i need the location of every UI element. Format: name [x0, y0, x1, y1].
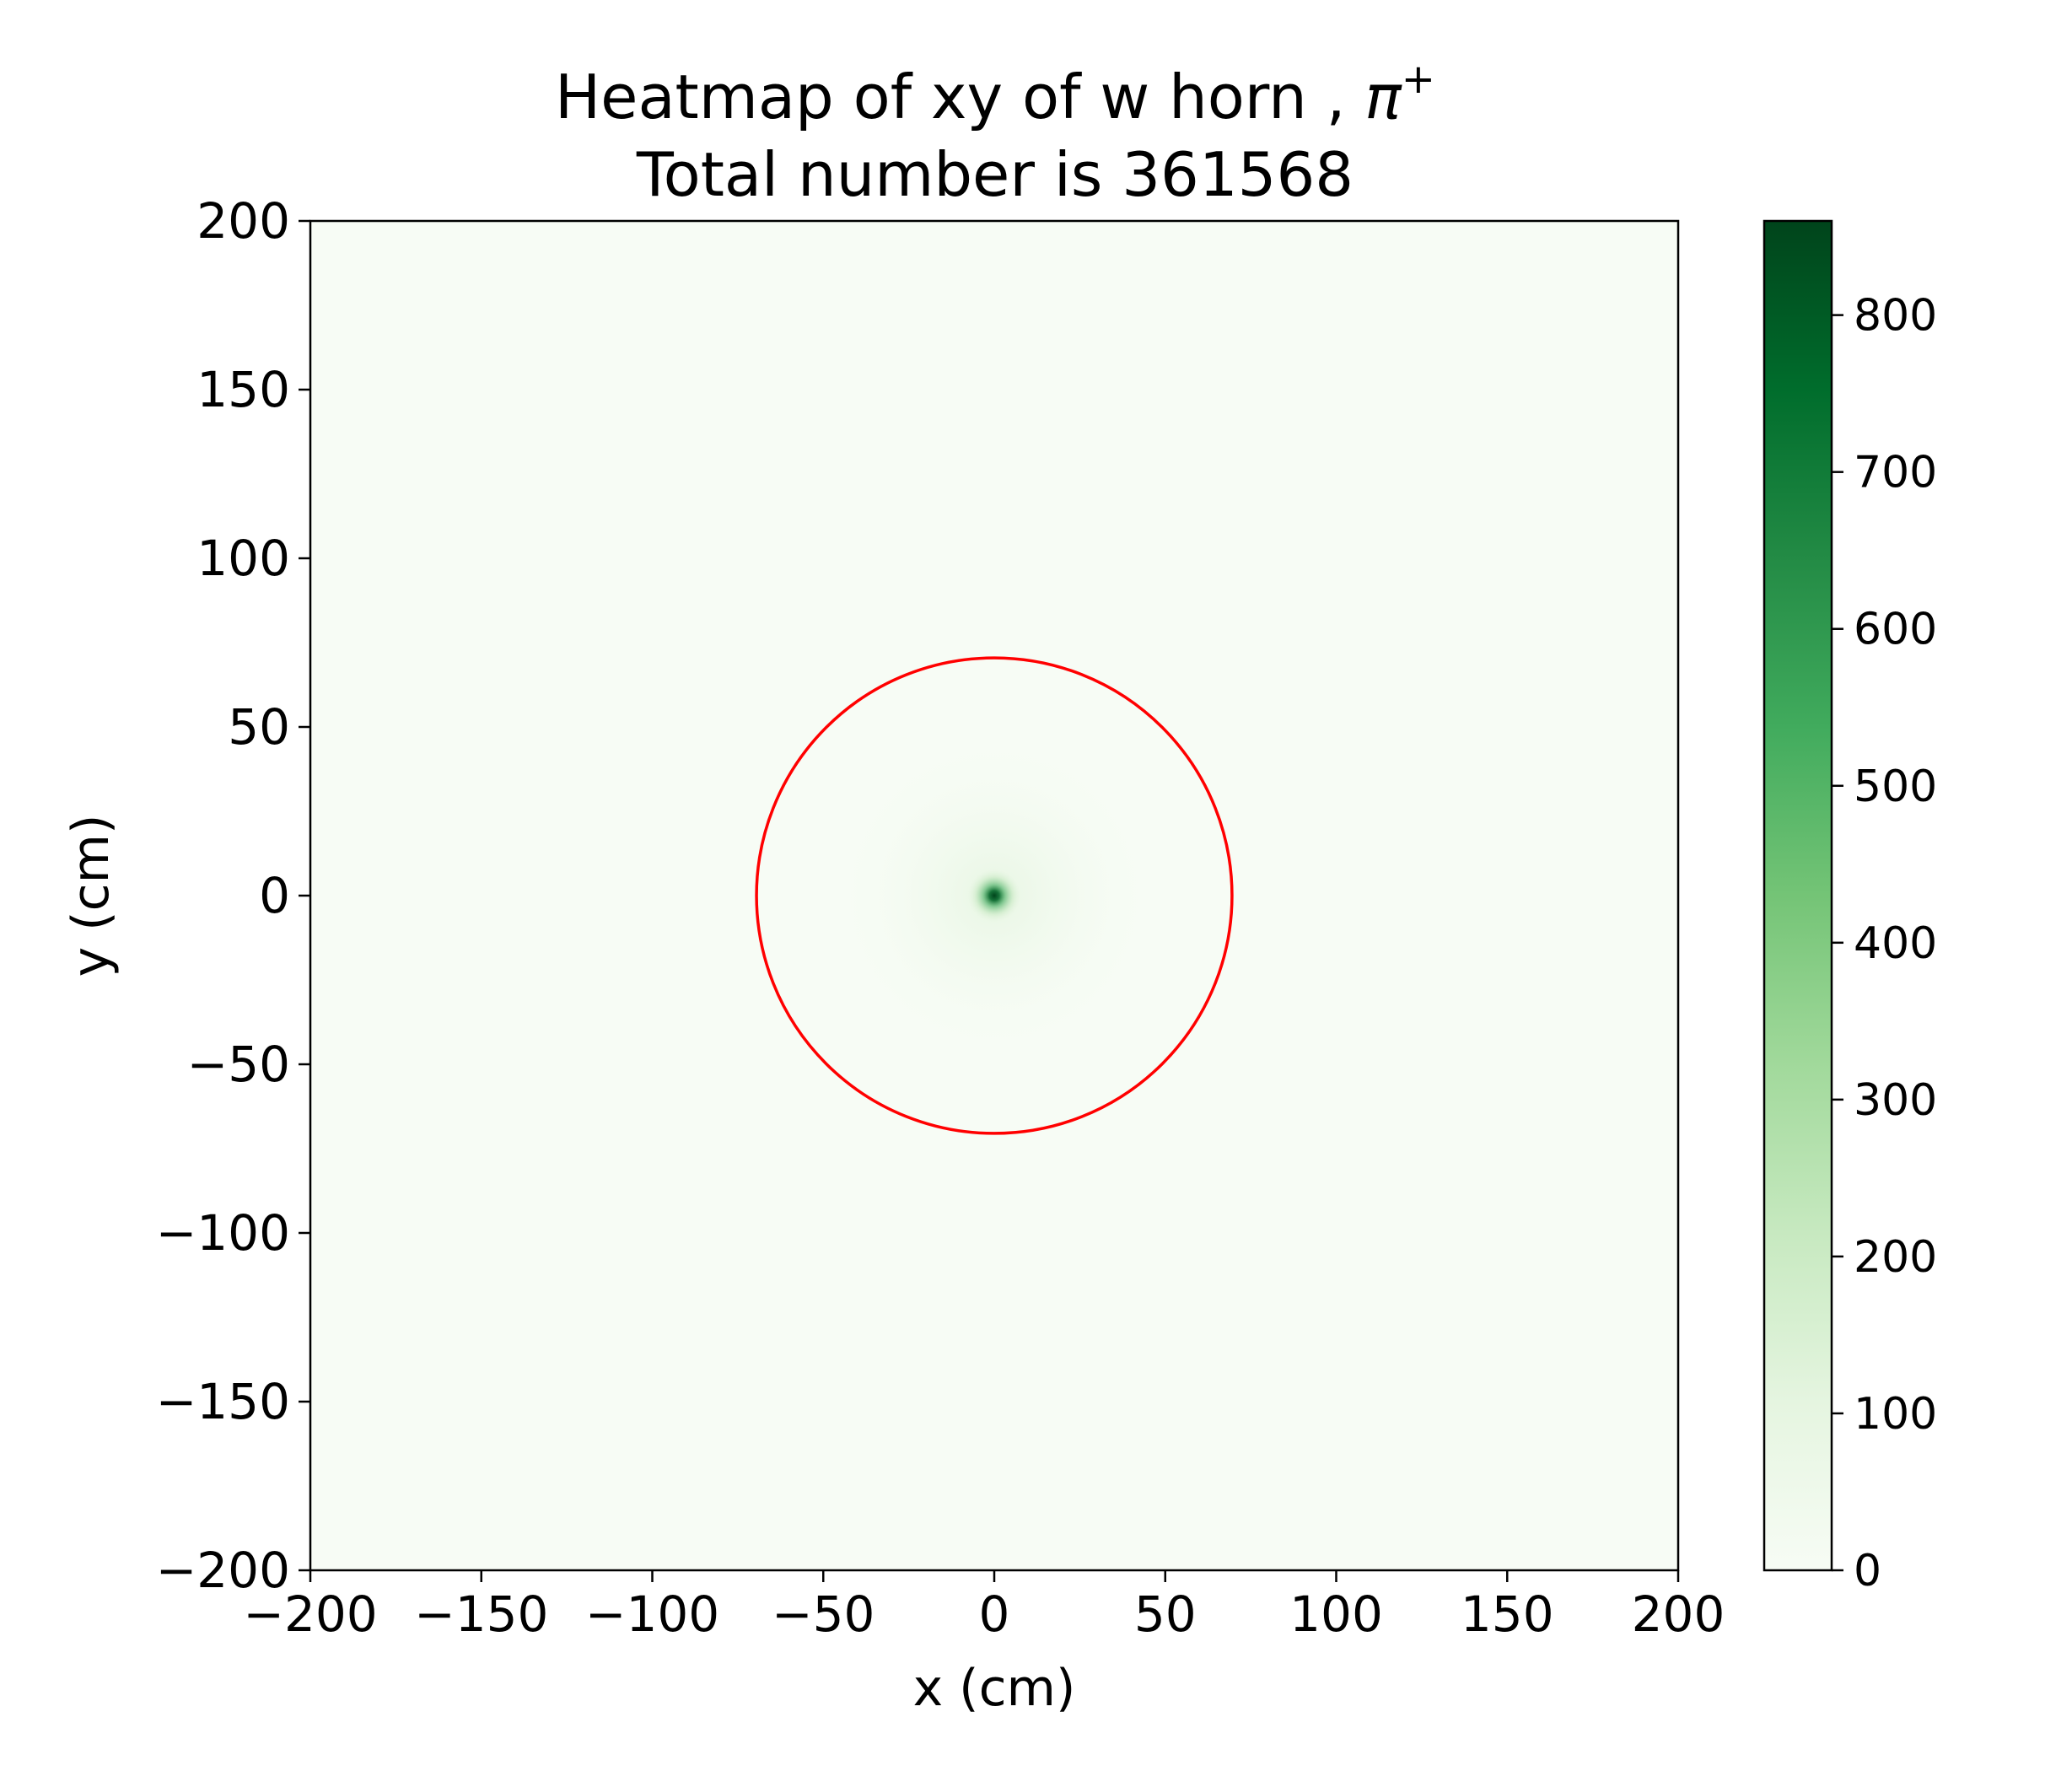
y-tick-label: −200 [156, 1542, 290, 1599]
chart-title-line2: Total number is 361568 [636, 139, 1354, 210]
colorbar-tick-label: 200 [1854, 1232, 1937, 1283]
x-tick-label: −200 [243, 1585, 377, 1643]
colorbar-tick-label: 700 [1854, 448, 1937, 498]
y-tick-label: 200 [196, 192, 290, 250]
colorbar-gradient [1763, 219, 1833, 1572]
x-axis-label: x (cm) [913, 1659, 1076, 1718]
y-tick-label: 100 [196, 530, 290, 587]
title-pi-symbol: π [1364, 62, 1402, 132]
x-tick-label: −50 [772, 1585, 875, 1643]
title-prefix: Heatmap of xy of w horn , [555, 62, 1364, 132]
x-tick-label: −100 [585, 1585, 719, 1643]
x-tick-label: 200 [1632, 1585, 1725, 1643]
x-tick-label: 0 [979, 1585, 1010, 1643]
x-tick-label: 100 [1289, 1585, 1383, 1643]
y-axis-ticks: −200 −150 −100 −50 0 50 100 150 200 [156, 192, 310, 1599]
colorbar-tick-label: 0 [1854, 1546, 1881, 1596]
colorbar-ticks: 0 100 200 300 400 500 600 700 800 [1832, 291, 1937, 1596]
y-tick-label: −100 [156, 1204, 290, 1262]
heatmap-plot-area [309, 219, 1680, 1572]
y-tick-label: 150 [196, 361, 290, 418]
x-tick-label: 50 [1134, 1585, 1197, 1643]
x-tick-label: −150 [414, 1585, 548, 1643]
x-tick-label: 150 [1461, 1585, 1554, 1643]
colorbar-tick-label: 500 [1854, 762, 1937, 812]
colorbar: 0 100 200 300 400 500 600 700 800 [1763, 219, 1937, 1596]
colorbar-tick-label: 100 [1854, 1389, 1937, 1440]
colorbar-tick-label: 300 [1854, 1075, 1937, 1126]
heatmap-hotspot [966, 868, 1022, 923]
colorbar-tick-label: 800 [1854, 291, 1937, 342]
y-tick-label: −150 [156, 1373, 290, 1430]
y-tick-label: 50 [228, 698, 290, 756]
horn-radius-circle [755, 656, 1234, 1135]
x-axis-ticks: −200 −150 −100 −50 0 50 100 150 200 [243, 1570, 1725, 1643]
y-tick-label: −50 [187, 1036, 290, 1093]
chart-title-line1: Heatmap of xy of w horn , π+ [555, 56, 1435, 132]
colorbar-tick-label: 400 [1854, 918, 1937, 969]
title-superscript: + [1402, 56, 1435, 103]
colorbar-tick-label: 600 [1854, 605, 1937, 655]
y-tick-label: 0 [259, 867, 290, 924]
y-axis-label: y (cm) [62, 815, 121, 977]
